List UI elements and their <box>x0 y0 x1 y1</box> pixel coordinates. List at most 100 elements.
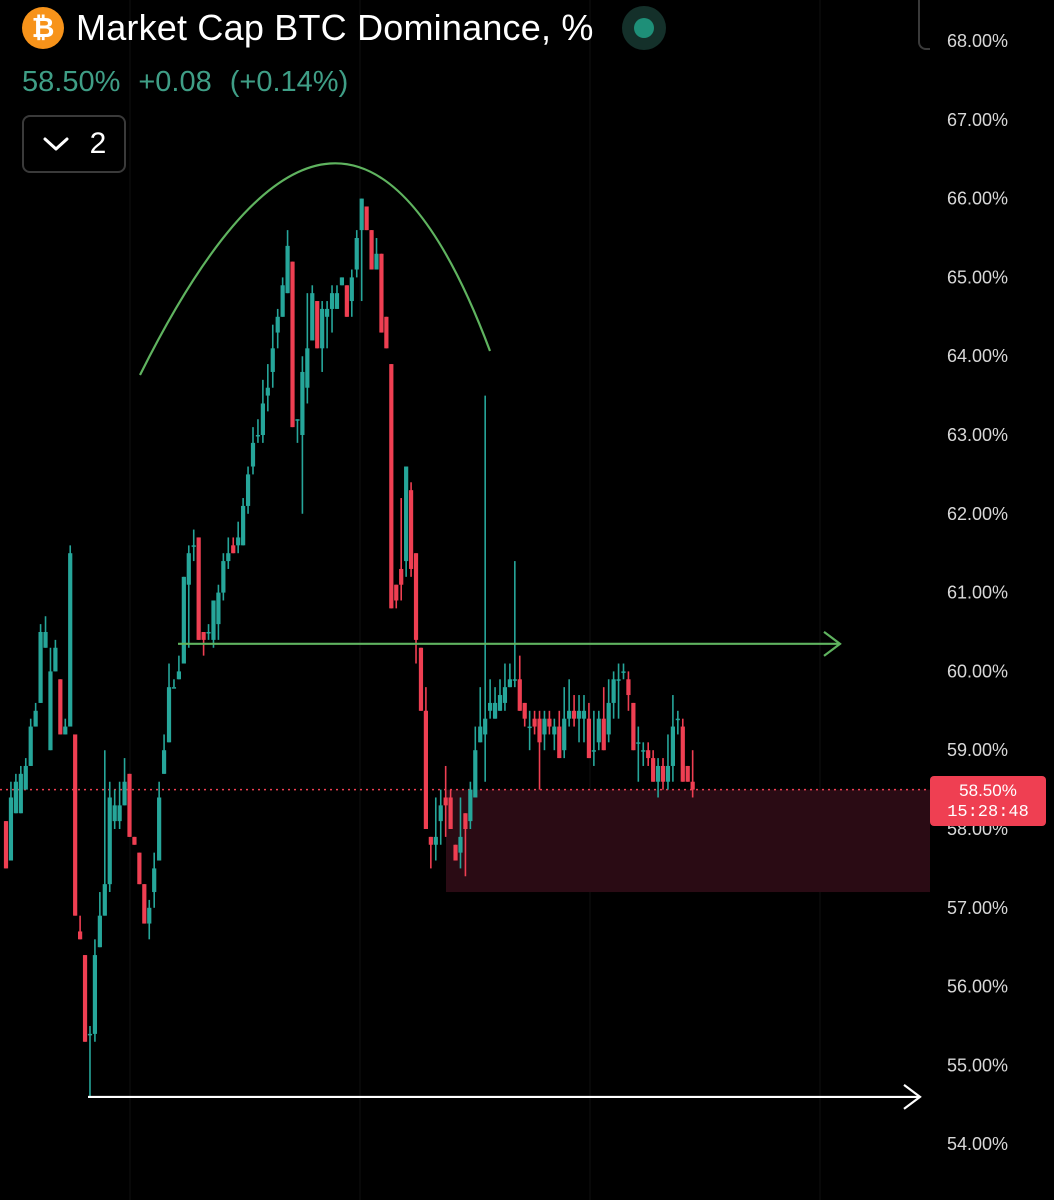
candle-down <box>137 852 142 885</box>
candle-body <box>542 718 547 735</box>
candle-body <box>92 955 98 1034</box>
current-price-label: 58.50% 15:28:48 <box>930 776 1046 826</box>
candle-body <box>344 285 349 317</box>
candle-body <box>310 293 315 341</box>
candle-body <box>404 466 409 562</box>
candle-body <box>448 797 453 829</box>
candle-up <box>102 750 107 916</box>
candle-body <box>354 238 359 270</box>
candle-up <box>23 758 28 790</box>
y-tick-label: 61.00% <box>947 583 1008 603</box>
candle-body <box>137 852 142 885</box>
candle-up <box>122 758 127 806</box>
candle-down <box>685 765 690 782</box>
candle-body <box>255 435 261 437</box>
collapse-indicators-button[interactable]: 2 <box>22 115 126 173</box>
candle-up <box>147 899 152 940</box>
candle-body <box>265 387 270 396</box>
candle-up <box>562 687 567 759</box>
candle-down <box>517 655 522 711</box>
candle-up <box>552 718 557 751</box>
candle-up <box>280 277 285 317</box>
candle-up <box>310 285 315 341</box>
candle-body <box>58 679 63 735</box>
candle-body <box>285 245 290 294</box>
candle-body <box>87 1033 93 1036</box>
y-tick-label: 59.00% <box>947 740 1008 760</box>
candle-body <box>685 765 690 782</box>
candle-body <box>181 576 186 664</box>
candle-up <box>221 553 226 601</box>
candle-body <box>512 679 517 681</box>
candle-down <box>547 710 552 735</box>
candle-body <box>157 797 162 861</box>
candle-body <box>641 750 646 752</box>
candle-body <box>374 253 379 270</box>
candle-up <box>112 789 117 829</box>
candle-body <box>532 718 537 727</box>
candle-body <box>191 545 196 547</box>
y-tick-label: 68.00% <box>947 31 1008 51</box>
price-axis[interactable]: 68.00% 67.00% 66.00% 65.00% 64.00% 63.00% 62.0… <box>947 31 1008 1154</box>
candle-body <box>53 647 58 672</box>
candle-body <box>334 293 340 309</box>
candle-body <box>295 419 300 421</box>
candle-up <box>433 797 438 861</box>
candle-up <box>438 789 443 845</box>
y-tick-label: 62.00% <box>947 504 1008 524</box>
candle-up <box>497 679 503 711</box>
current-price-value: 58.50% <box>959 781 1017 800</box>
candle-body <box>147 907 152 924</box>
candle-up <box>206 624 211 640</box>
candle-up <box>675 710 680 735</box>
candle-body <box>122 781 127 806</box>
panel-edge <box>918 0 930 50</box>
candle-body <box>132 836 137 845</box>
candle-body <box>611 679 616 703</box>
candle-up <box>265 364 270 412</box>
candle-up <box>325 301 330 349</box>
candle-body <box>443 797 448 806</box>
candle-body <box>621 671 626 673</box>
change-abs: +0.08 <box>138 66 212 98</box>
candle-down <box>532 710 537 735</box>
candle-body <box>171 687 177 689</box>
candle-down <box>651 750 656 782</box>
candle-body <box>458 836 463 853</box>
candle-up <box>270 324 275 388</box>
candle-down <box>453 844 458 861</box>
candle-down <box>82 955 88 1042</box>
demand-zone <box>446 789 930 893</box>
candle-body <box>73 734 78 916</box>
candle-body <box>68 553 73 727</box>
candle-body <box>473 750 478 798</box>
candle-up <box>166 663 172 743</box>
candle-up <box>92 939 98 1042</box>
candle-body <box>107 797 112 885</box>
candle-up <box>63 718 68 735</box>
candle-up <box>161 734 167 774</box>
candle-body <box>290 261 295 428</box>
candle-body <box>680 726 685 782</box>
candle-body <box>102 884 107 916</box>
candle-up <box>542 710 547 751</box>
candle-up <box>18 765 23 814</box>
candle-body <box>211 600 216 640</box>
candle-up <box>48 647 53 751</box>
candle-up <box>665 734 671 790</box>
candle-up <box>606 679 611 743</box>
candle-down <box>290 261 295 428</box>
candle-body <box>497 695 503 711</box>
candle-up <box>53 639 58 672</box>
candle-up <box>157 781 162 861</box>
candle-body <box>631 702 636 751</box>
candle-up <box>334 285 340 309</box>
rounded-top-arc <box>139 162 492 376</box>
candle-body <box>364 206 369 231</box>
candle-up <box>87 1026 93 1097</box>
candle-up <box>176 655 181 680</box>
candle-body <box>591 750 596 752</box>
candle-body <box>399 568 404 585</box>
candle-up <box>512 561 517 688</box>
candle-body <box>463 813 468 829</box>
